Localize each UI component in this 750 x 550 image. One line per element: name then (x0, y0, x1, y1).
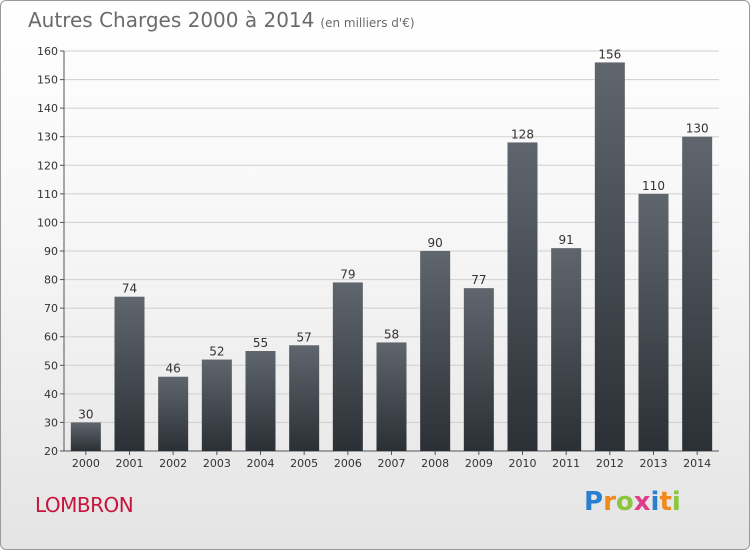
data-label-2008: 90 (428, 236, 443, 250)
bar-2003 (201, 359, 232, 451)
bar-2002 (158, 376, 189, 451)
data-labels: 30 74 46 52 55 57 79 58 90 77 128 91 156 110 130 (78, 47, 708, 421)
data-label-2000: 30 (78, 407, 93, 421)
x-tick-label-2008: 2008 (421, 457, 449, 470)
x-tick-label-2004: 2004 (247, 457, 275, 470)
bar-2008 (420, 251, 451, 451)
commune-name: LOMBRON (35, 493, 134, 517)
data-label-2009: 77 (471, 273, 486, 287)
bar-2010 (507, 142, 538, 451)
logo-letter: i (650, 487, 660, 517)
data-label-2006: 79 (340, 267, 355, 281)
bar-2007 (376, 342, 407, 451)
data-label-2007: 58 (384, 327, 399, 341)
data-label-2010: 128 (511, 127, 534, 141)
x-tick-label-2013: 2013 (640, 457, 668, 470)
bar-2012 (594, 62, 625, 452)
title-main: Autres Charges 2000 à 2014 (28, 8, 315, 32)
x-tick-label-2012: 2012 (596, 457, 624, 470)
y-tick-label: 100 (37, 216, 58, 229)
y-tick-label: 30 (44, 416, 58, 429)
bar-2004 (245, 351, 276, 451)
y-tick-label: 70 (44, 302, 58, 315)
proxiti-logo[interactable]: Proxiti (584, 487, 681, 517)
x-tick-label-2000: 2000 (72, 457, 100, 470)
logo-letter: r (603, 487, 616, 517)
data-label-2012: 156 (598, 47, 621, 61)
y-tick-label: 20 (44, 445, 58, 458)
x-tick-label-2005: 2005 (290, 457, 318, 470)
x-tick-label-2014: 2014 (683, 457, 711, 470)
y-tick-label: 110 (37, 188, 58, 201)
logo-letter: t (659, 487, 672, 517)
y-tick-label: 60 (44, 331, 58, 344)
bar-2000 (70, 422, 101, 451)
bars (70, 62, 713, 452)
title-subtitle: (en milliers d'€) (320, 16, 415, 30)
y-tick-label: 90 (44, 245, 58, 258)
logo-letter: i (671, 487, 681, 517)
logo-letter: x (633, 487, 651, 517)
bar-2013 (638, 193, 669, 451)
chart-title: Autres Charges 2000 à 2014 (en milliers d… (28, 8, 415, 32)
y-tick-label: 140 (37, 102, 58, 115)
x-tick-label-2007: 2007 (378, 457, 406, 470)
logo-letter: o (615, 487, 634, 517)
x-tick-label-2001: 2001 (116, 457, 144, 470)
data-label-2004: 55 (253, 336, 268, 350)
x-tick-label-2002: 2002 (159, 457, 187, 470)
bar-2006 (332, 282, 363, 451)
data-label-2002: 46 (166, 362, 181, 376)
data-label-2011: 91 (559, 233, 574, 247)
data-label-2014: 130 (686, 122, 709, 136)
y-tick-label: 40 (44, 388, 58, 401)
data-label-2001: 74 (122, 282, 137, 296)
bar-2009 (463, 288, 494, 451)
y-tick-label: 130 (37, 131, 58, 144)
x-tick-label-2006: 2006 (334, 457, 362, 470)
y-tick-label: 80 (44, 274, 58, 287)
bar-2001 (114, 296, 145, 451)
y-tick-label: 50 (44, 359, 58, 372)
y-tick-label: 120 (37, 159, 58, 172)
x-tick-label-2011: 2011 (552, 457, 580, 470)
x-tick-label-2010: 2010 (509, 457, 537, 470)
y-tick-label: 160 (37, 45, 58, 58)
data-label-2005: 57 (297, 330, 312, 344)
x-tick-label-2009: 2009 (465, 457, 493, 470)
y-tick-label: 150 (37, 74, 58, 87)
data-label-2003: 52 (209, 345, 224, 359)
data-label-2013: 110 (642, 179, 665, 193)
logo-letter: P (584, 487, 604, 517)
bar-2011 (551, 248, 582, 451)
bar-2014 (682, 136, 713, 451)
bar-2005 (289, 345, 320, 451)
x-tick-label-2003: 2003 (203, 457, 231, 470)
